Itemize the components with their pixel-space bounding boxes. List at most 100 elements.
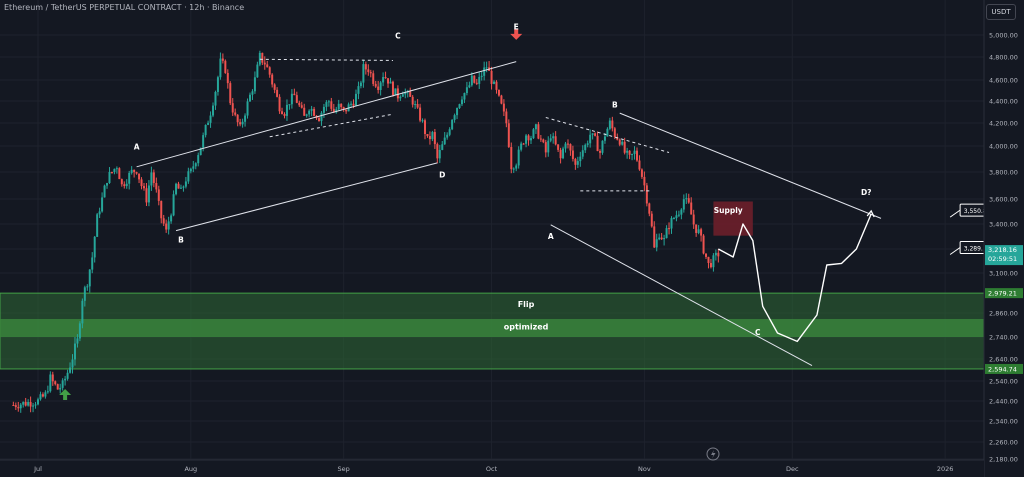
candle-body	[165, 223, 168, 230]
candle-body	[19, 404, 22, 409]
candle-body	[705, 253, 708, 257]
candle-body	[266, 64, 269, 68]
upper-trend-line	[136, 61, 517, 168]
candle-body	[32, 405, 35, 407]
lightning-icon[interactable]	[706, 447, 720, 461]
candle-body	[675, 215, 678, 219]
candle-body	[500, 95, 503, 104]
candle-body	[37, 399, 39, 405]
y-tick-label: 2,860.00	[989, 310, 1018, 318]
down-arrow	[510, 28, 523, 40]
wave-label-b: B	[178, 235, 184, 244]
candle-body	[221, 58, 224, 61]
zone-price-text: 2,594.74	[988, 365, 1017, 373]
zone-price-tag	[985, 288, 1023, 299]
candle-body	[332, 108, 335, 113]
candle-body	[714, 252, 717, 256]
candle-body	[658, 237, 661, 240]
candle-body	[69, 367, 72, 373]
candle-body	[12, 405, 15, 406]
y-tick-label: 3,800.00	[989, 169, 1018, 177]
candle-body	[672, 218, 675, 220]
candle-body	[463, 93, 466, 100]
candle-body	[468, 85, 471, 88]
candle-body	[276, 89, 279, 97]
candle-body	[401, 94, 404, 97]
candle-body	[278, 96, 281, 112]
candle-body	[569, 144, 572, 151]
candle-body	[14, 405, 17, 408]
down-channel-bottom	[550, 224, 813, 367]
wave-label-e: E	[514, 23, 519, 32]
candle-body	[59, 387, 62, 390]
candle-body	[581, 150, 584, 157]
wave-label-a: A	[548, 232, 554, 241]
candle-body	[337, 103, 340, 110]
current-price-tag	[985, 245, 1023, 266]
currency-button[interactable]: USDT	[986, 4, 1016, 20]
candle-body	[495, 81, 498, 90]
candle-body	[258, 52, 261, 65]
candle-body	[224, 60, 227, 73]
candle-body	[618, 139, 621, 145]
y-tick-label: 2,440.00	[989, 398, 1018, 406]
candle-body	[29, 402, 32, 407]
candle-body	[643, 176, 646, 186]
wave-label-d: D?	[861, 188, 872, 197]
candle-body	[162, 218, 165, 224]
wave-label-b: B	[612, 101, 618, 110]
candle-body	[313, 108, 316, 116]
candle-body	[172, 194, 175, 216]
candle-body	[515, 165, 518, 169]
candle-body	[113, 168, 116, 173]
candle-body	[359, 82, 362, 87]
candle-body	[483, 67, 486, 76]
candle-body	[322, 106, 325, 113]
y-tick-label: 2,640.00	[989, 356, 1018, 364]
candle-body	[611, 120, 614, 129]
candle-body	[308, 110, 311, 115]
candle-body	[357, 86, 360, 94]
candle-body	[599, 151, 602, 153]
candle-body	[177, 183, 180, 189]
candle-body	[613, 128, 616, 138]
candle-body	[78, 323, 81, 339]
wave-label-flip: Flip	[518, 300, 535, 309]
candle-body	[396, 88, 399, 99]
candle-body	[93, 236, 96, 258]
y-tick-label: 4,200.00	[989, 120, 1018, 128]
candle-body	[56, 384, 59, 390]
wave-label-d: D	[439, 170, 445, 179]
candle-body	[603, 136, 606, 141]
candle-body	[695, 224, 698, 233]
candle-body	[125, 183, 128, 187]
candle-body	[616, 137, 619, 140]
chart-title: Ethereum / TetherUS PERPETUAL CONTRACT ·…	[4, 3, 245, 12]
candle-body	[510, 146, 513, 170]
candle-body	[354, 93, 357, 106]
candle-body	[298, 102, 301, 106]
candle-body	[635, 150, 638, 161]
candle-body	[293, 93, 296, 96]
candle-body	[76, 338, 79, 344]
candle-body	[209, 115, 212, 123]
candle-body	[374, 83, 377, 87]
candle-body	[46, 391, 49, 393]
candle-body	[239, 122, 242, 125]
current-price-text: 3,218.16	[988, 246, 1017, 254]
candle-body	[505, 111, 508, 124]
x-tick-label: 2026	[937, 465, 954, 473]
candle-body	[571, 150, 574, 159]
x-tick-label: Oct	[486, 465, 498, 473]
down-channel-top	[619, 112, 882, 219]
x-tick-label: Dec	[786, 465, 799, 473]
candle-body	[387, 78, 390, 84]
candle-body	[497, 89, 500, 96]
candle-body	[189, 168, 192, 172]
candle-body	[537, 124, 540, 139]
candle-body	[409, 91, 412, 97]
candle-body	[345, 109, 348, 112]
candle-body	[115, 168, 118, 170]
